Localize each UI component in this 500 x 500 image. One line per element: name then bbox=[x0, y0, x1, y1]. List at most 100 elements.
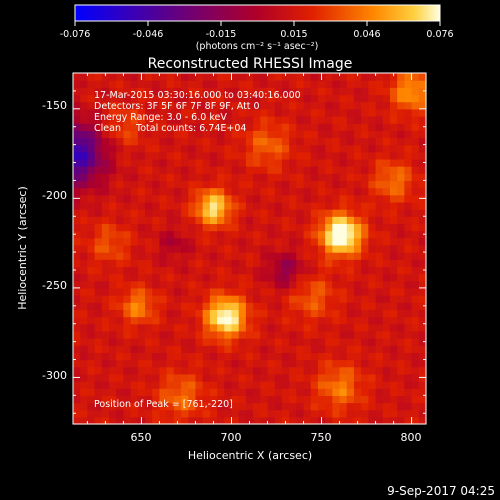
heatmap-cell bbox=[87, 352, 96, 361]
heatmap-cell bbox=[245, 237, 254, 246]
heatmap-cell bbox=[173, 244, 182, 253]
heatmap-cell bbox=[267, 130, 276, 139]
heatmap-cell bbox=[80, 180, 88, 189]
heatmap-cell bbox=[375, 259, 384, 267]
heatmap-cell bbox=[353, 123, 362, 131]
heatmap-cell bbox=[202, 409, 211, 418]
heatmap-cell bbox=[404, 259, 413, 267]
heatmap-cell bbox=[245, 373, 254, 382]
heatmap-cell bbox=[353, 173, 362, 182]
heatmap-cell bbox=[137, 295, 146, 303]
heatmap-cell bbox=[404, 201, 413, 210]
heatmap-cell bbox=[109, 416, 117, 425]
heatmap-cell bbox=[166, 130, 175, 139]
heatmap-cell bbox=[123, 381, 132, 389]
heatmap-cell bbox=[152, 395, 161, 404]
heatmap-cell bbox=[209, 316, 218, 325]
heatmap-cell bbox=[361, 416, 369, 425]
heatmap-cell bbox=[137, 366, 146, 375]
heatmap-cell bbox=[130, 359, 139, 368]
heatmap-cell bbox=[303, 180, 312, 189]
heatmap-cell bbox=[368, 323, 377, 332]
heatmap-cell bbox=[332, 158, 341, 167]
heatmap-cell bbox=[109, 201, 117, 210]
heatmap-cell bbox=[332, 187, 341, 196]
heatmap-cell bbox=[224, 151, 233, 160]
heatmap-cell bbox=[253, 330, 261, 339]
heatmap-cell bbox=[411, 366, 420, 375]
heatmap-cell bbox=[224, 266, 233, 275]
heatmap-cell bbox=[173, 187, 182, 196]
heatmap-cell bbox=[245, 201, 254, 210]
heatmap-cell bbox=[245, 287, 254, 296]
heatmap-cell bbox=[181, 144, 189, 153]
heatmap-cell bbox=[368, 280, 377, 289]
heatmap-cell bbox=[260, 223, 269, 232]
heatmap-cell bbox=[166, 345, 175, 353]
heatmap-cell bbox=[80, 287, 88, 296]
heatmap-cell bbox=[145, 352, 153, 361]
heatmap-cell bbox=[382, 180, 391, 189]
heatmap-cell bbox=[382, 266, 391, 275]
heatmap-cell bbox=[361, 115, 369, 124]
heatmap-cell bbox=[281, 309, 290, 318]
heatmap-cell bbox=[281, 144, 290, 153]
heatmap-cell bbox=[116, 158, 125, 167]
heatmap-cell bbox=[231, 201, 240, 210]
heatmap-cell bbox=[253, 151, 261, 160]
heatmap-cell bbox=[346, 373, 355, 382]
heatmap-cell bbox=[101, 101, 110, 110]
heatmap-cell bbox=[94, 244, 103, 253]
heatmap-cell bbox=[353, 273, 362, 282]
heatmap-cell bbox=[137, 352, 146, 361]
heatmap-cell bbox=[80, 166, 88, 174]
heatmap-cell bbox=[116, 237, 125, 246]
heatmap-cell bbox=[245, 295, 254, 303]
heatmap-cell bbox=[267, 352, 276, 361]
heatmap-cell bbox=[159, 209, 168, 217]
heatmap-cell bbox=[253, 144, 261, 153]
heatmap-cell bbox=[130, 295, 139, 303]
heatmap-cell bbox=[145, 137, 153, 146]
heatmap-cell bbox=[181, 180, 189, 189]
heatmap-cell bbox=[253, 359, 261, 368]
heatmap-cell bbox=[152, 201, 161, 210]
heatmap-cell bbox=[332, 144, 341, 153]
heatmap-cell bbox=[123, 287, 132, 296]
heatmap-cell bbox=[253, 230, 261, 239]
heatmap-cell bbox=[353, 209, 362, 217]
heatmap-cell bbox=[173, 309, 182, 318]
heatmap-cell bbox=[375, 330, 384, 339]
y-axis-label: Heliocentric Y (arcsec) bbox=[16, 186, 29, 310]
heatmap-cell bbox=[325, 402, 333, 411]
heatmap-cell bbox=[231, 244, 240, 253]
heatmap-cell bbox=[224, 73, 233, 81]
heatmap-cell bbox=[181, 194, 189, 203]
heatmap-cell bbox=[389, 416, 398, 425]
heatmap-cell bbox=[389, 252, 398, 260]
heatmap-cell bbox=[159, 101, 168, 110]
heatmap-cell bbox=[411, 87, 420, 96]
heatmap-cell bbox=[274, 323, 283, 332]
heatmap-cell bbox=[411, 280, 420, 289]
heatmap-cell bbox=[361, 295, 369, 303]
heatmap-cell bbox=[173, 158, 182, 167]
heatmap-cell bbox=[274, 151, 283, 160]
heatmap-cell bbox=[368, 309, 377, 318]
heatmap-cell bbox=[339, 201, 348, 210]
heatmap-cell bbox=[145, 359, 153, 368]
heatmap-cell bbox=[238, 137, 247, 146]
heatmap-cell bbox=[101, 287, 110, 296]
heatmap-cell bbox=[253, 194, 261, 203]
heatmap-cell bbox=[245, 302, 254, 310]
heatmap-cell bbox=[382, 101, 391, 110]
heatmap-cell bbox=[361, 316, 369, 325]
heatmap-cell bbox=[116, 359, 125, 368]
heatmap-cell bbox=[310, 323, 319, 332]
heatmap-cell bbox=[87, 108, 96, 117]
heatmap-cell bbox=[130, 237, 139, 246]
heatmap-cell bbox=[238, 101, 247, 110]
heatmap-cell bbox=[238, 395, 247, 404]
heatmap-cell bbox=[310, 280, 319, 289]
heatmap-cell bbox=[94, 94, 103, 103]
